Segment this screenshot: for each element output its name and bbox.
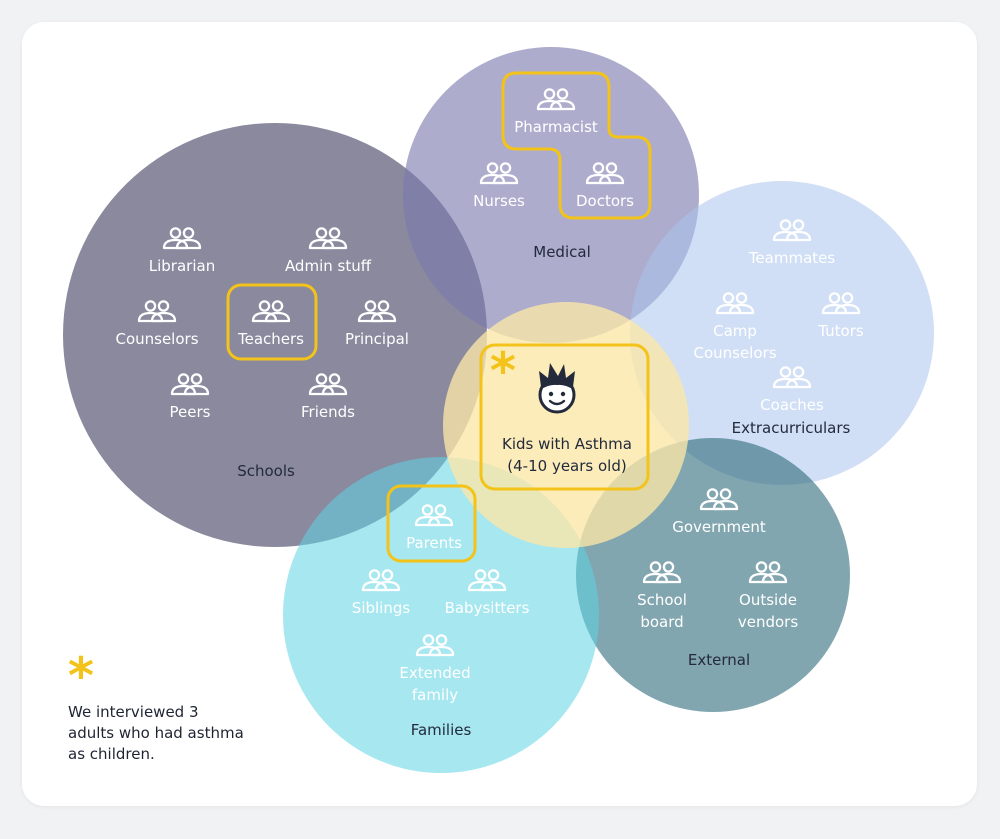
group-label-schools: Schools	[237, 462, 295, 480]
label-teachers: Teachers	[237, 330, 304, 348]
label-extended-family: family	[412, 686, 458, 704]
group-label-extracurriculars: Extracurriculars	[732, 419, 851, 437]
schools-circle	[63, 123, 487, 547]
legend-note: We interviewed 3 adults who had asthma a…	[68, 703, 244, 763]
label-friends: Friends	[301, 403, 355, 421]
label-counselors: Counselors	[115, 330, 198, 348]
center-highlight	[479, 343, 650, 491]
group-label-families: Families	[411, 721, 472, 739]
center-label-line1: Kids with Asthma	[502, 435, 632, 453]
medical-circle	[403, 47, 699, 343]
teachers-highlight	[226, 283, 318, 361]
label-outside: Outside	[739, 591, 797, 609]
smiling-kid-icon	[538, 363, 576, 414]
asterisk-icon: *	[490, 342, 516, 400]
extracurriculars-circle	[630, 181, 934, 485]
label-babysitters: Babysitters	[445, 599, 530, 617]
group-label-medical: Medical	[533, 243, 590, 261]
label-school: School	[637, 591, 687, 609]
label-pharmacist: Pharmacist	[514, 118, 598, 136]
label-extended: Extended	[399, 664, 470, 682]
center-circle	[443, 302, 689, 548]
legend-asterisk-icon: *	[68, 647, 94, 705]
label-teammates: Teammates	[748, 249, 836, 267]
label-nurses: Nurses	[473, 192, 525, 210]
pharmacist-doctors-highlight	[501, 71, 652, 220]
label-peers: Peers	[170, 403, 211, 421]
label-camp: Camp	[713, 322, 757, 340]
group-label-external: External	[688, 651, 750, 669]
parents-highlight	[386, 484, 477, 563]
label-camp-counselors: Counselors	[693, 344, 776, 362]
label-tutors: Tutors	[817, 322, 864, 340]
label-government: Government	[672, 518, 766, 536]
label-principal: Principal	[345, 330, 409, 348]
label-school-board: board	[640, 613, 683, 631]
label-siblings: Siblings	[352, 599, 411, 617]
label-doctors: Doctors	[576, 192, 634, 210]
label-parents: Parents	[406, 534, 462, 552]
label-admin-stuff: Admin stuff	[285, 257, 372, 275]
label-coaches: Coaches	[760, 396, 824, 414]
label-librarian: Librarian	[149, 257, 215, 275]
label-outside-vendors: vendors	[738, 613, 798, 631]
center-label-line2: (4-10 years old)	[507, 457, 626, 475]
